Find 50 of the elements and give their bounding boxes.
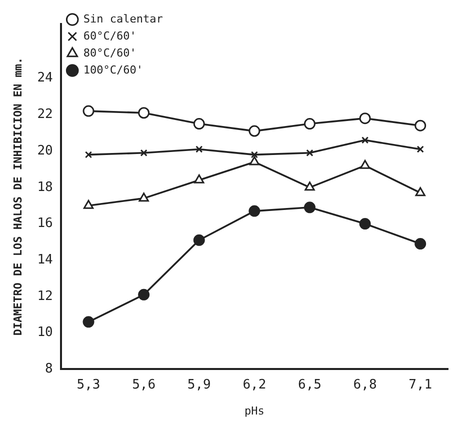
x-axis-title: pHs — [244, 404, 264, 418]
point — [415, 187, 426, 196]
point — [248, 205, 260, 217]
point — [193, 234, 205, 246]
point — [361, 136, 369, 144]
point — [83, 200, 94, 209]
point — [248, 125, 260, 137]
point — [140, 149, 148, 156]
point — [416, 146, 424, 153]
y-axis-title: DIAMETRO DE LOS HALOS DE INHIBICION EN mm. — [11, 57, 24, 336]
y-tick-label: 16 — [37, 216, 53, 232]
point — [304, 202, 316, 214]
legend-label: 100°C/60' — [83, 63, 143, 76]
legend-label: 80°C/60' — [83, 46, 136, 60]
point — [196, 146, 203, 153]
point — [250, 151, 258, 158]
point — [84, 151, 92, 158]
point — [304, 182, 315, 191]
x-tick-label: 6,2 — [242, 377, 266, 392]
point — [138, 192, 149, 202]
point — [359, 112, 371, 124]
point — [359, 218, 371, 230]
point — [249, 156, 260, 166]
x-tick-label: 5,3 — [76, 377, 100, 392]
legend-label: Sin calentar — [83, 12, 164, 26]
x-tick-label: 5,6 — [132, 377, 156, 392]
y-tick-label: 8 — [45, 362, 53, 377]
point — [304, 118, 316, 130]
point — [193, 118, 205, 130]
x-tick-label: 5,9 — [187, 377, 211, 392]
y-tick-label: 18 — [37, 180, 53, 195]
point — [414, 120, 426, 132]
x-tick-label: 7,1 — [408, 377, 432, 392]
point — [360, 160, 370, 169]
point — [414, 238, 426, 250]
y-tick-label: 14 — [37, 252, 54, 268]
y-tick-label: 22 — [37, 107, 53, 122]
x-tick-label: 6,8 — [353, 377, 377, 392]
point — [194, 174, 204, 184]
y-tick-label: 20 — [37, 143, 53, 158]
point — [138, 288, 150, 300]
point — [82, 105, 94, 117]
point — [82, 316, 94, 328]
y-tick-label: 24 — [37, 70, 54, 86]
x-tick-label: 6,5 — [298, 377, 322, 392]
point — [138, 107, 150, 119]
point — [306, 149, 314, 156]
y-tick-label: 12 — [37, 288, 53, 304]
legend-label: 60°C/60' — [83, 29, 136, 42]
y-tick-label: 10 — [37, 325, 53, 340]
